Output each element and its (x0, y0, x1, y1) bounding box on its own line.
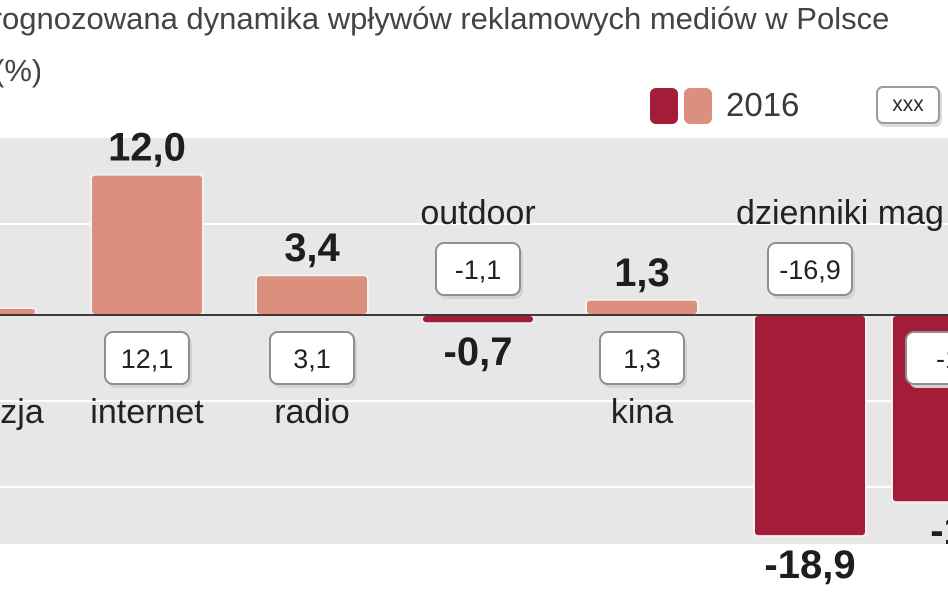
chart-subtitle: (%) r/r, c. (0, 53, 40, 88)
value-label: -18,9 (764, 543, 855, 587)
bar (255, 274, 369, 316)
comparison-box (905, 331, 948, 385)
value-label: 3,4 (284, 226, 340, 270)
comparison-label: 12,1 (121, 344, 174, 374)
comparison-box (599, 331, 685, 385)
category-label: radio (274, 393, 350, 431)
comparison-label: 3,1 (293, 344, 331, 374)
comparison-label: -1 (936, 344, 948, 374)
comparison-box (269, 331, 355, 385)
legend-label: 2016 (726, 86, 800, 123)
category-label: outdoor (420, 194, 535, 232)
chart-title: Prognozowana dynamika wpływów reklamowyc… (0, 1, 890, 36)
bar (421, 314, 535, 325)
comparison-label: 1,3 (623, 344, 661, 374)
bar (753, 314, 867, 538)
category-label: dzienniki mag (736, 194, 944, 232)
value-label: -0,7 (444, 330, 513, 374)
comparison-box (435, 242, 521, 296)
bar (90, 173, 204, 316)
value-label: 1,3 (614, 251, 670, 295)
comparison-box (767, 242, 853, 296)
category-label: internet (90, 393, 204, 431)
legend-swatch-positive (684, 88, 712, 124)
legend-series2-box: xxx (876, 86, 940, 124)
comparison-label: -1,1 (455, 255, 502, 285)
legend-swatch-negative (650, 88, 678, 124)
comparison-label: -16,9 (779, 255, 841, 285)
value-label: 12,0 (108, 126, 186, 170)
bar (0, 306, 37, 316)
value-label: -1 (930, 509, 948, 553)
category-label: zja (0, 393, 44, 431)
category-label: kina (611, 393, 673, 431)
bar (585, 298, 699, 317)
comparison-box (104, 331, 190, 385)
